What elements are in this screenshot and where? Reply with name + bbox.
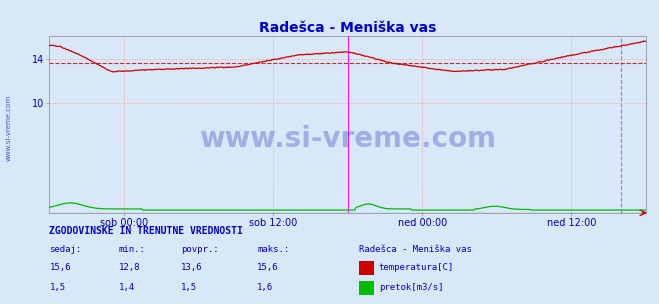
Text: min.:: min.: bbox=[119, 245, 146, 254]
Text: www.si-vreme.com: www.si-vreme.com bbox=[5, 95, 12, 161]
Text: 1,4: 1,4 bbox=[119, 283, 134, 292]
Text: povpr.:: povpr.: bbox=[181, 245, 219, 254]
Text: 15,6: 15,6 bbox=[257, 263, 279, 272]
Text: 1,6: 1,6 bbox=[257, 283, 273, 292]
Text: 13,6: 13,6 bbox=[181, 263, 203, 272]
Text: 12,8: 12,8 bbox=[119, 263, 140, 272]
Text: Radešca - Meniška vas: Radešca - Meniška vas bbox=[359, 245, 472, 254]
Text: ZGODOVINSKE IN TRENUTNE VREDNOSTI: ZGODOVINSKE IN TRENUTNE VREDNOSTI bbox=[49, 226, 243, 237]
Text: www.si-vreme.com: www.si-vreme.com bbox=[199, 125, 496, 153]
Text: 1,5: 1,5 bbox=[181, 283, 197, 292]
Text: maks.:: maks.: bbox=[257, 245, 289, 254]
Text: pretok[m3/s]: pretok[m3/s] bbox=[379, 283, 444, 292]
Text: 15,6: 15,6 bbox=[49, 263, 71, 272]
Text: temperatura[C]: temperatura[C] bbox=[379, 263, 454, 272]
Title: Radešca - Meniška vas: Radešca - Meniška vas bbox=[259, 21, 436, 35]
Text: 1,5: 1,5 bbox=[49, 283, 65, 292]
Text: sedaj:: sedaj: bbox=[49, 245, 82, 254]
